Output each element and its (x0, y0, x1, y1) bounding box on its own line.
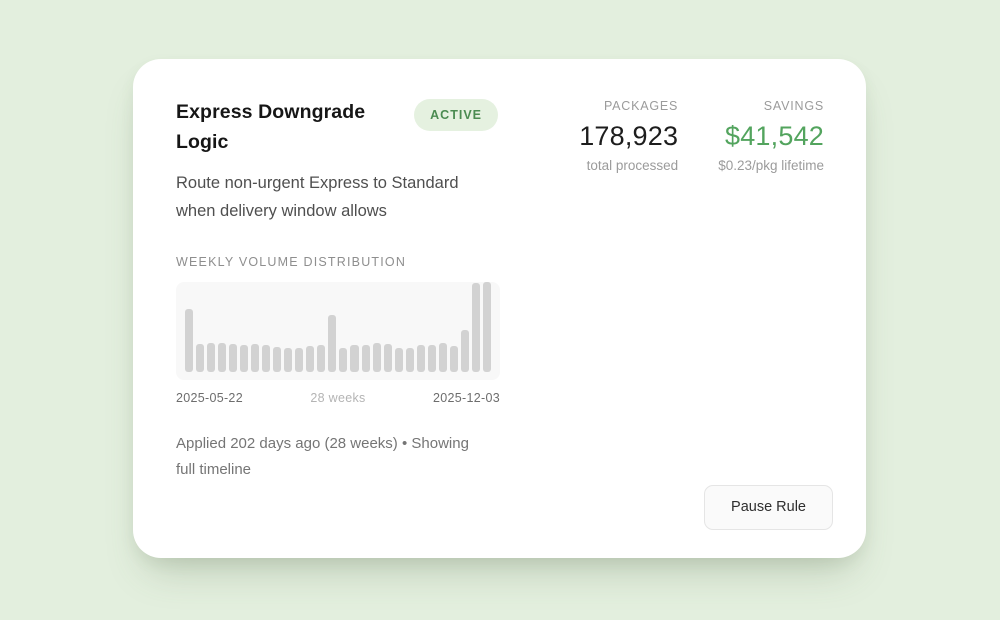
rule-card-left-column: Express Downgrade Logic ACTIVE Route non… (176, 97, 500, 530)
chart-range-label: 28 weeks (310, 391, 366, 405)
volume-bar-week-23 (427, 345, 436, 372)
volume-bar-week-11 (295, 348, 304, 372)
volume-bar-week-28 (482, 282, 491, 372)
volume-bar-week-13 (317, 345, 326, 372)
volume-bar-week-15 (339, 348, 348, 372)
stat-packages-value: 178,923 (579, 121, 679, 151)
volume-bar-week-27 (471, 283, 480, 372)
rule-description: Route non-urgent Express to Standard whe… (176, 174, 459, 220)
volume-bar-week-9 (273, 347, 282, 372)
volume-bar-week-26 (460, 330, 469, 372)
volume-bar-week-18 (372, 343, 381, 372)
applied-note: Applied 202 days ago (28 weeks) • Showin… (176, 435, 469, 478)
stat-savings-value: $41,542 (725, 121, 824, 151)
volume-bar-week-4 (218, 343, 227, 372)
volume-bar-week-24 (438, 343, 447, 372)
volume-bar-week-17 (361, 345, 370, 372)
stat-packages: PACKAGES 178,923 total processed (579, 99, 678, 173)
chart-start-date: 2025-05-22 (176, 391, 243, 405)
stat-savings-label: SAVINGS (763, 99, 824, 113)
volume-bar-week-2 (196, 344, 205, 372)
volume-bar-week-16 (350, 345, 359, 372)
stat-savings-sublabel: $0.23/pkg lifetime (718, 158, 824, 173)
volume-bar-week-25 (449, 346, 458, 372)
title-row: Express Downgrade Logic ACTIVE (176, 97, 498, 157)
stat-packages-label: PACKAGES (603, 99, 679, 113)
status-badge: ACTIVE (414, 99, 498, 131)
volume-bar-week-8 (262, 345, 271, 372)
volume-bar-week-21 (405, 348, 414, 372)
rule-card: Express Downgrade Logic ACTIVE Route non… (133, 59, 866, 558)
volume-bar-week-1 (185, 309, 194, 372)
stats-row: PACKAGES 178,923 total processed SAVINGS… (579, 99, 824, 173)
chart-section-label: WEEKLY VOLUME DISTRIBUTION (176, 255, 407, 269)
pause-rule-button[interactable]: Pause Rule (704, 485, 833, 530)
volume-bar-week-10 (284, 348, 293, 372)
volume-chart (176, 282, 500, 380)
volume-bar-week-6 (240, 345, 249, 372)
rule-title: Express Downgrade Logic (176, 101, 366, 153)
volume-bar-week-14 (328, 315, 337, 372)
volume-bar-week-7 (251, 344, 260, 372)
volume-bar-week-12 (306, 346, 315, 372)
volume-bar-week-19 (383, 344, 392, 372)
volume-bar-week-3 (207, 343, 216, 372)
rule-card-right-column: PACKAGES 178,923 total processed SAVINGS… (498, 97, 833, 530)
volume-bar-week-5 (229, 344, 238, 372)
stat-packages-sublabel: total processed (586, 158, 679, 173)
volume-bar-week-22 (416, 345, 425, 372)
volume-bar-week-20 (394, 348, 403, 372)
chart-end-date: 2025-12-03 (433, 391, 500, 405)
chart-date-axis: 2025-05-22 28 weeks 2025-12-03 (176, 391, 500, 405)
stat-savings: SAVINGS $41,542 $0.23/pkg lifetime (718, 99, 824, 173)
